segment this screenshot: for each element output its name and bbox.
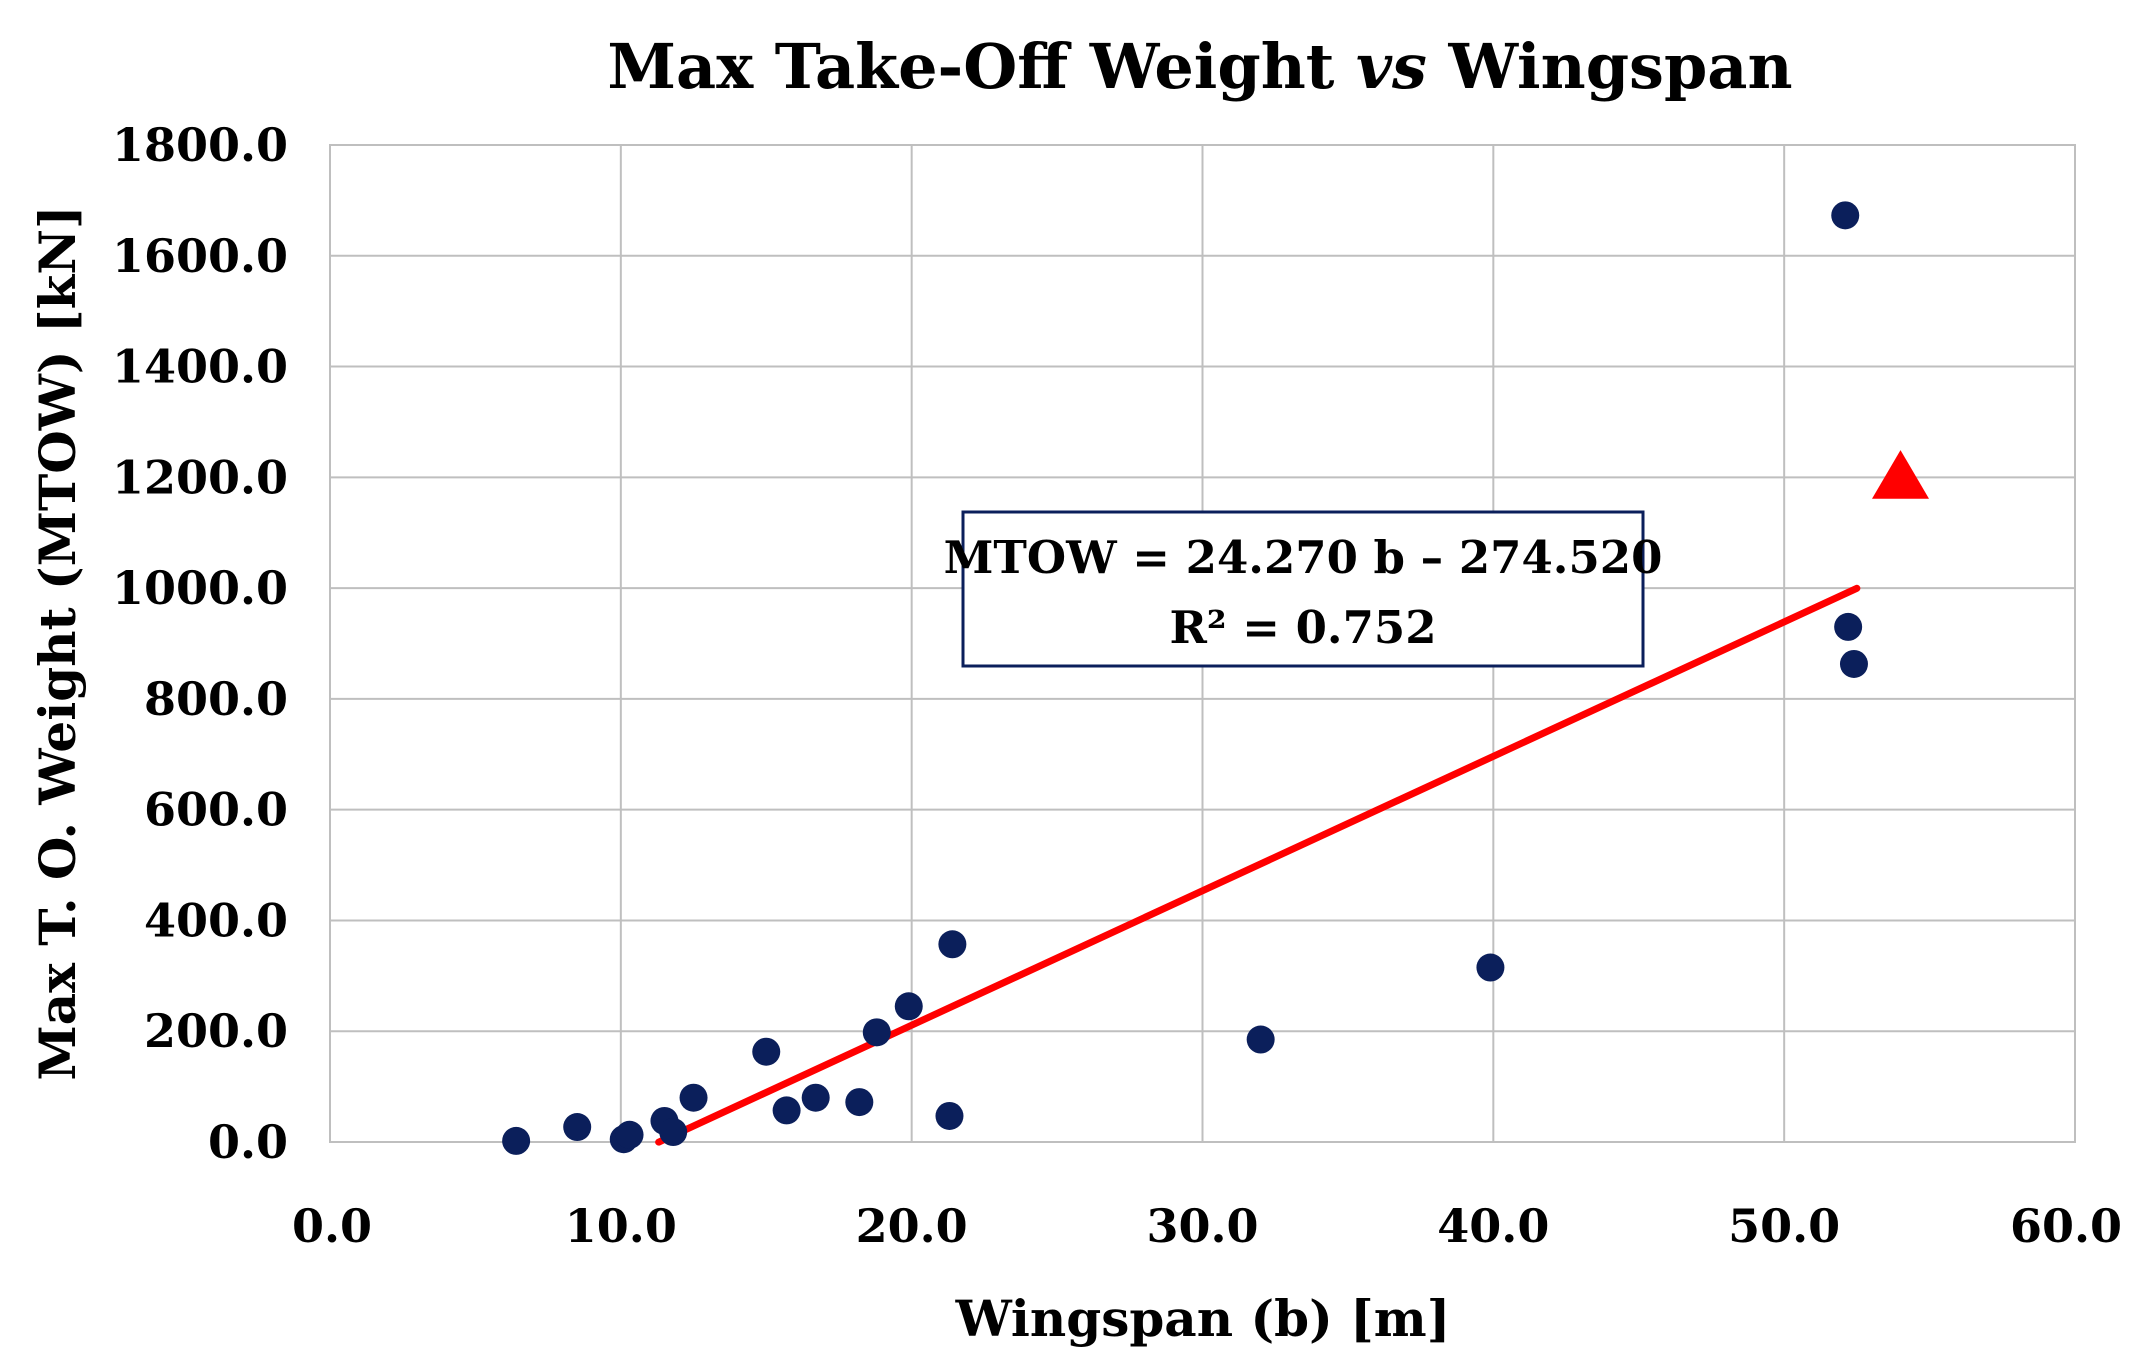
data-point xyxy=(615,1120,644,1149)
x-tick-label: 20.0 xyxy=(856,1199,968,1253)
y-tick-label: 600.0 xyxy=(144,783,288,837)
x-axis-title: Wingspan (b) [m] xyxy=(955,1289,1451,1348)
data-point xyxy=(938,930,967,959)
trendline xyxy=(655,584,1861,1146)
x-tick-label: 30.0 xyxy=(1146,1199,1258,1253)
x-tick-label: 50.0 xyxy=(1728,1199,1840,1253)
y-tick-label: 1400.0 xyxy=(112,340,288,394)
data-point xyxy=(1834,612,1863,641)
data-point xyxy=(935,1101,964,1130)
data-point xyxy=(1839,649,1868,678)
chart-title: Max Take-Off Weight vs Wingspan xyxy=(607,30,1792,103)
data-point xyxy=(894,992,923,1021)
equation-box: MTOW = 24.270 b – 274.520 R² = 0.752 xyxy=(944,510,1663,668)
design-point-triangle xyxy=(1872,450,1929,499)
plot-area xyxy=(329,144,2076,1143)
x-tick-label: 10.0 xyxy=(565,1199,677,1253)
y-tick-label: 1600.0 xyxy=(112,229,288,283)
y-tick-label: 1000.0 xyxy=(112,561,288,615)
y-tick-labels: 0.0 200.0 400.0 600.0 800.0 1000.0 1200.0 1400.… xyxy=(112,118,288,1169)
data-point xyxy=(563,1113,592,1142)
y-tick-label: 400.0 xyxy=(144,893,288,947)
y-tick-label: 200.0 xyxy=(144,1004,288,1058)
trendline-equation: MTOW = 24.270 b – 274.520 xyxy=(944,531,1663,584)
x-tick-labels: 0.0 10.0 20.0 30.0 40.0 50.0 60.0 xyxy=(292,1199,2122,1253)
data-point xyxy=(801,1083,830,1112)
y-tick-label: 800.0 xyxy=(144,672,288,726)
equation-box-frame xyxy=(961,510,1645,668)
x-tick-label: 0.0 xyxy=(292,1199,372,1253)
data-points xyxy=(502,201,1929,1155)
chart-title-part-2: Wingspan xyxy=(1427,30,1793,103)
data-point xyxy=(772,1096,801,1125)
data-point xyxy=(1476,953,1505,982)
data-point xyxy=(502,1126,531,1155)
x-tick-label: 40.0 xyxy=(1437,1199,1549,1253)
y-axis-title: Max T. O. Weight (MTOW) [kN] xyxy=(28,205,87,1080)
chart-title-part-1: Max Take-Off Weight xyxy=(607,30,1356,103)
data-point xyxy=(845,1088,874,1117)
data-point xyxy=(1246,1025,1275,1054)
y-tick-label: 1800.0 xyxy=(112,118,288,172)
y-tick-label: 0.0 xyxy=(208,1115,288,1169)
r-squared-label: R² = 0.752 xyxy=(1169,601,1436,654)
data-point xyxy=(679,1083,708,1112)
x-tick-label: 60.0 xyxy=(2010,1199,2122,1253)
data-point xyxy=(659,1118,688,1147)
y-tick-label: 1200.0 xyxy=(112,450,288,504)
data-point xyxy=(862,1018,891,1047)
data-point xyxy=(752,1037,781,1066)
data-point xyxy=(1831,201,1860,230)
chart-title-vs: vs xyxy=(1356,30,1427,103)
